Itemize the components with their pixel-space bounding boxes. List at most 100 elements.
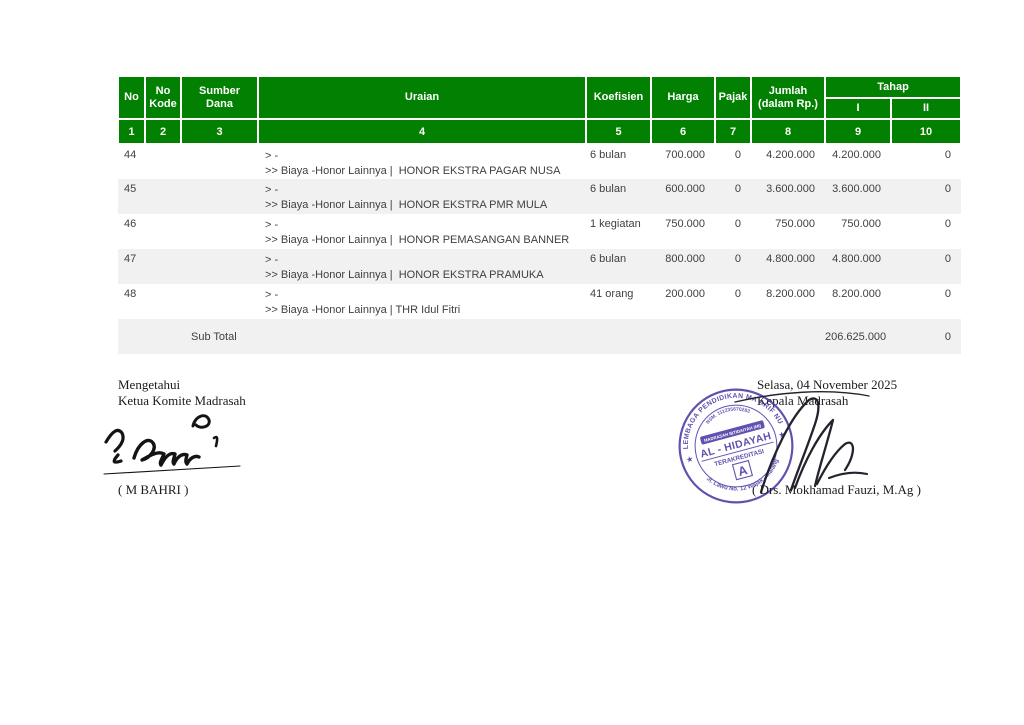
cell-tahap-2: 0	[944, 149, 952, 161]
cell-no: 46	[124, 218, 137, 230]
col-num-3: 3	[180, 118, 259, 145]
table-row-47: 47 > - >> Biaya -Honor Lainnya | HONOR E…	[118, 249, 962, 284]
cell-sumber-dana	[181, 144, 258, 179]
stamp-banner	[700, 420, 765, 445]
header-tahap: Tahap	[823, 75, 963, 99]
header-no: No	[117, 75, 146, 120]
uraian-line2: >> Biaya -Honor Lainnya | THR Idul Fitri	[265, 304, 461, 316]
stamp-grade-box	[731, 459, 754, 481]
cell-pajak: 0	[734, 149, 741, 161]
cell-uraian: > - >> Biaya -Honor Lainnya | HONOR EKST…	[258, 249, 586, 284]
col-num-5: 5	[585, 118, 652, 145]
cell-tahap-1: 750.000	[841, 218, 881, 230]
cell-harga: 800.000	[665, 253, 705, 265]
cell-tahap-1: 4.800.000	[832, 253, 881, 265]
uraian-line2: >> Biaya -Honor Lainnya | HONOR EKSTRA P…	[265, 165, 561, 177]
cell-sumber-dana	[181, 284, 258, 319]
cell-uraian: > - >> Biaya -Honor Lainnya | HONOR EKST…	[258, 144, 586, 179]
cell-tahap-1: 4.200.000	[832, 149, 881, 161]
cell-no-kode	[145, 214, 181, 249]
uraian-line2: >> Biaya -Honor Lainnya | HONOR PEMASANG…	[265, 234, 570, 246]
uraian-line1: > -	[265, 254, 279, 266]
table-row-44: 44 > - >> Biaya -Honor Lainnya | HONOR E…	[118, 144, 961, 179]
cell-tahap-1: 8.200.000	[832, 288, 881, 300]
subtotal-label: Sub Total	[191, 330, 237, 343]
left-sign-role: Ketua Komite Madrasah	[118, 393, 246, 408]
uraian-line1: > -	[265, 219, 279, 231]
cell-no-kode	[145, 249, 181, 284]
cell-harga: 750.000	[665, 218, 705, 230]
header-pajak: Pajak	[714, 75, 752, 120]
col-num-6: 6	[650, 118, 716, 145]
uraian-line1: > -	[265, 184, 279, 196]
stamp-inner-ring	[694, 404, 778, 488]
uraian-line2: >> Biaya -Honor Lainnya | HONOR EKSTRA P…	[265, 199, 548, 211]
cell-no-kode	[145, 179, 181, 214]
cell-pajak: 0	[734, 218, 741, 230]
left-signature-block: Mengetahui Ketua Komite Madrasah	[118, 377, 246, 409]
column-number-row: 1 2 3 4 5 6 7 8 9 10	[117, 118, 963, 145]
cell-no-kode	[145, 144, 181, 179]
cell-koefisien: 6 bulan	[590, 149, 627, 161]
cell-tahap-2: 0	[944, 253, 952, 265]
cell-no: 45	[124, 183, 137, 195]
table-row-45: 45 > - >> Biaya -Honor Lainnya | HONOR E…	[118, 179, 962, 214]
table-row-48: 48 > - >> Biaya -Honor Lainnya | THR Idu…	[118, 284, 961, 319]
stamp-divider-line	[701, 441, 774, 462]
cell-pajak: 0	[734, 183, 741, 195]
cell-koefisien: 6 bulan	[590, 183, 627, 195]
cell-pajak: 0	[734, 288, 741, 300]
cell-harga: 600.000	[665, 183, 705, 195]
col-num-7: 7	[714, 118, 752, 145]
header-koefisien: Koefisien	[585, 75, 652, 120]
cell-harga: 700.000	[665, 149, 705, 161]
cell-no: 48	[124, 288, 137, 300]
header-no-kode: No Kode	[144, 75, 182, 120]
cell-sumber-dana	[181, 214, 258, 249]
right-sign-role: Kepala Madrasah	[757, 393, 849, 408]
header-uraian: Uraian	[257, 75, 587, 120]
header-sumber-dana: Sumber Dana	[180, 75, 259, 120]
cell-tahap-1: 3.600.000	[832, 183, 881, 195]
header-harga: Harga	[650, 75, 716, 120]
cell-jumlah: 750.000	[775, 218, 815, 230]
cell-koefisien: 1 kegiatan	[590, 218, 641, 230]
col-num-10: 10	[889, 118, 963, 145]
official-stamp: LEMBAGA PENDIDIKAN MA'ARIF NU Jl. Lawu N…	[676, 386, 794, 504]
cell-uraian: > - >> Biaya -Honor Lainnya | HONOR EKST…	[258, 179, 586, 214]
left-signer-name: ( M BAHRI )	[118, 482, 189, 497]
cell-tahap-2: 0	[944, 218, 952, 230]
col-num-8: 8	[750, 118, 826, 145]
cell-no: 44	[124, 149, 137, 161]
header-jumlah: Jumlah (dalam Rp.)	[750, 75, 826, 120]
cell-jumlah: 3.600.000	[766, 183, 815, 195]
cell-uraian: > - >> Biaya -Honor Lainnya | HONOR PEMA…	[258, 214, 586, 249]
col-num-4: 4	[257, 118, 587, 145]
stamp-grade-text: A	[736, 462, 749, 479]
table-header: No No Kode Sumber Dana Uraian Koefisien …	[117, 75, 963, 145]
header-tahap-ii: II	[889, 97, 963, 120]
cell-no-kode	[145, 284, 181, 319]
subtotal-tahap-1: 206.625.000	[825, 330, 887, 343]
stamp-star-left-icon: ★	[685, 454, 694, 465]
cell-no: 47	[124, 253, 137, 265]
cell-jumlah: 4.200.000	[766, 149, 815, 161]
right-signature-block: Selasa, 04 November 2025 Kepala Madrasah	[757, 377, 897, 409]
stamp-outer-ring	[678, 388, 794, 504]
cell-jumlah: 8.200.000	[766, 288, 815, 300]
col-num-1: 1	[117, 118, 146, 145]
right-sign-date: Selasa, 04 November 2025	[757, 377, 898, 392]
cell-koefisien: 6 bulan	[590, 253, 627, 265]
cell-sumber-dana	[181, 249, 258, 284]
uraian-line2: >> Biaya -Honor Lainnya | HONOR EKSTRA P…	[265, 269, 544, 281]
cell-tahap-2: 0	[944, 288, 952, 300]
uraian-line1: > -	[265, 289, 279, 301]
subtotal-tahap-2: 0	[944, 330, 952, 343]
budget-table: No No Kode Sumber Dana Uraian Koefisien …	[117, 75, 963, 354]
right-signature	[734, 391, 870, 494]
left-signature	[103, 414, 241, 475]
cell-pajak: 0	[734, 253, 741, 265]
cell-sumber-dana	[181, 179, 258, 214]
cell-tahap-2: 0	[944, 183, 952, 195]
